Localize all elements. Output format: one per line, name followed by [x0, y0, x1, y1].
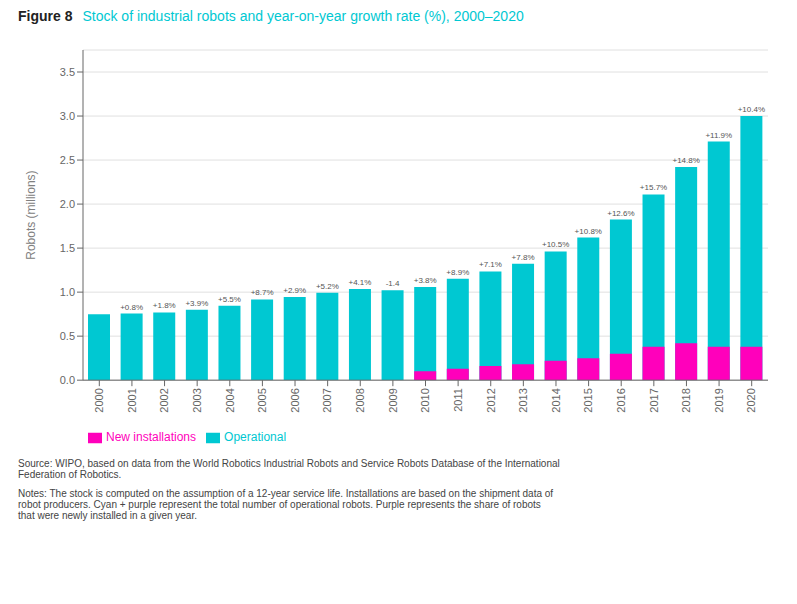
svg-text:2016: 2016: [615, 388, 627, 412]
svg-text:+0.8%: +0.8%: [120, 303, 143, 312]
html-text:Operational: Operational: [224, 430, 287, 445]
svg-text:2006: 2006: [289, 388, 301, 412]
svg-text:3.0: 3.0: [60, 110, 75, 122]
svg-text:-1.4: -1.4: [386, 279, 400, 288]
svg-text:2.5: 2.5: [60, 154, 75, 166]
svg-text:0.5: 0.5: [60, 330, 75, 342]
svg-text:Robots (millions): Robots (millions): [24, 170, 38, 259]
html-text:New installations: New installations: [106, 430, 196, 445]
svg-text:2004: 2004: [224, 388, 236, 412]
svg-text:2017: 2017: [648, 388, 660, 412]
svg-text:+15.7%: +15.7%: [640, 183, 667, 192]
html-text:Figure 8: Figure 8: [18, 8, 73, 24]
svg-text:2005: 2005: [256, 388, 268, 412]
svg-text:2011: 2011: [452, 388, 464, 412]
svg-text:+11.9%: +11.9%: [705, 131, 732, 140]
svg-text:3.5: 3.5: [60, 66, 75, 78]
svg-text:2014: 2014: [550, 388, 562, 412]
html-text:Stock of industrial robots and: Stock of industrial robots and year-on-y…: [82, 8, 524, 24]
svg-text:2015: 2015: [582, 388, 594, 412]
html-text:Source: WIPO, based on data fr: Source: WIPO, based on data from the Wor…: [18, 458, 560, 480]
svg-text:+3.8%: +3.8%: [414, 276, 437, 285]
svg-text:+7.1%: +7.1%: [479, 260, 502, 269]
svg-text:2009: 2009: [387, 388, 399, 412]
svg-text:+8.7%: +8.7%: [251, 288, 274, 297]
svg-text:+10.5%: +10.5%: [542, 240, 569, 249]
svg-text:1.0: 1.0: [60, 286, 75, 298]
svg-text:2003: 2003: [191, 388, 203, 412]
svg-text:+2.9%: +2.9%: [283, 286, 306, 295]
svg-text:2002: 2002: [158, 388, 170, 412]
svg-text:+4.1%: +4.1%: [348, 278, 371, 287]
svg-text:2018: 2018: [680, 388, 692, 412]
svg-text:+10.8%: +10.8%: [575, 227, 602, 236]
svg-text:2010: 2010: [419, 388, 431, 412]
svg-text:+8.9%: +8.9%: [446, 268, 469, 277]
svg-text:+5.2%: +5.2%: [316, 282, 339, 291]
svg-text:2000: 2000: [93, 388, 105, 412]
svg-text:2.0: 2.0: [60, 198, 75, 210]
svg-text:+10.4%: +10.4%: [738, 105, 765, 114]
svg-text:2013: 2013: [517, 388, 529, 412]
svg-text:+12.6%: +12.6%: [607, 209, 634, 218]
svg-text:2007: 2007: [321, 388, 333, 412]
svg-text:0.0: 0.0: [60, 374, 75, 386]
svg-text:2019: 2019: [713, 388, 725, 412]
svg-text:2001: 2001: [126, 388, 138, 412]
svg-text:1.5: 1.5: [60, 242, 75, 254]
svg-text:+5.5%: +5.5%: [218, 295, 241, 304]
html-text:Notes: The stock is computed o: Notes: The stock is computed on the assu…: [18, 488, 554, 521]
svg-text:+7.8%: +7.8%: [512, 253, 535, 262]
svg-text:2012: 2012: [485, 388, 497, 412]
svg-text:+1.8%: +1.8%: [153, 301, 176, 310]
svg-text:+3.9%: +3.9%: [185, 299, 208, 308]
svg-text:2020: 2020: [746, 388, 758, 412]
svg-text:2008: 2008: [354, 388, 366, 412]
svg-text:+14.8%: +14.8%: [672, 156, 699, 165]
